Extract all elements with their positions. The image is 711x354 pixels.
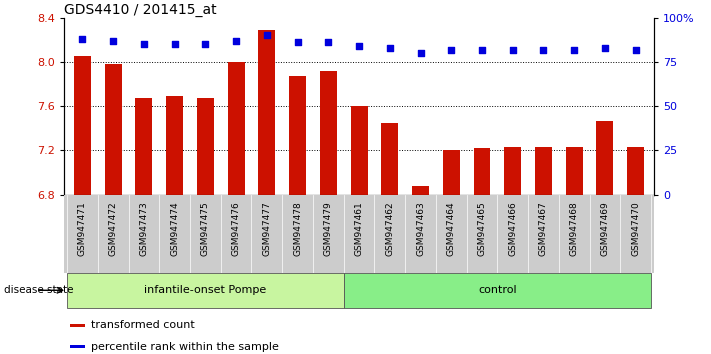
Point — [415, 50, 426, 56]
Text: GSM947467: GSM947467 — [539, 201, 548, 256]
Bar — [70, 345, 85, 348]
Point — [138, 41, 149, 47]
Text: GSM947479: GSM947479 — [324, 201, 333, 256]
Bar — [258, 30, 275, 195]
Bar — [74, 56, 91, 195]
Text: GSM947471: GSM947471 — [78, 201, 87, 256]
Point — [446, 47, 457, 52]
Point — [569, 47, 580, 52]
Bar — [343, 273, 651, 308]
Bar — [627, 147, 644, 195]
Point — [200, 41, 211, 47]
Point — [507, 47, 518, 52]
Point — [169, 41, 181, 47]
Text: disease state: disease state — [4, 285, 73, 295]
Text: infantile-onset Pompe: infantile-onset Pompe — [144, 285, 267, 295]
Text: GSM947472: GSM947472 — [109, 201, 117, 256]
Text: GSM947474: GSM947474 — [170, 201, 179, 256]
Point — [353, 43, 365, 49]
Text: GSM947463: GSM947463 — [416, 201, 425, 256]
Bar — [70, 324, 85, 327]
Bar — [381, 123, 398, 195]
Point — [384, 45, 395, 51]
Bar — [597, 121, 614, 195]
Bar — [197, 98, 214, 195]
Text: percentile rank within the sample: percentile rank within the sample — [90, 342, 279, 352]
Text: GDS4410 / 201415_at: GDS4410 / 201415_at — [64, 3, 217, 17]
Point — [630, 47, 641, 52]
Text: GSM947475: GSM947475 — [201, 201, 210, 256]
Point — [107, 38, 119, 44]
Bar — [566, 147, 582, 195]
Text: control: control — [478, 285, 517, 295]
Bar — [67, 273, 343, 308]
Point — [538, 47, 549, 52]
Text: GSM947466: GSM947466 — [508, 201, 517, 256]
Point — [292, 40, 304, 45]
Bar — [443, 150, 460, 195]
Point — [599, 45, 611, 51]
Text: GSM947464: GSM947464 — [447, 201, 456, 256]
Text: transformed count: transformed count — [90, 320, 194, 330]
Text: GSM947473: GSM947473 — [139, 201, 149, 256]
Bar — [474, 148, 491, 195]
Bar — [289, 76, 306, 195]
Point — [323, 40, 334, 45]
Bar — [504, 147, 521, 195]
Point — [230, 38, 242, 44]
Text: GSM947477: GSM947477 — [262, 201, 272, 256]
Text: GSM947469: GSM947469 — [601, 201, 609, 256]
Bar — [166, 96, 183, 195]
Point — [77, 36, 88, 42]
Bar — [535, 147, 552, 195]
Text: GSM947476: GSM947476 — [232, 201, 240, 256]
Text: GSM947465: GSM947465 — [478, 201, 486, 256]
Bar — [136, 98, 152, 195]
Bar — [412, 186, 429, 195]
Text: GSM947461: GSM947461 — [355, 201, 363, 256]
Point — [261, 33, 272, 38]
Point — [476, 47, 488, 52]
Text: GSM947468: GSM947468 — [570, 201, 579, 256]
Text: GSM947462: GSM947462 — [385, 201, 395, 256]
Bar — [351, 106, 368, 195]
Bar — [105, 64, 122, 195]
Text: GSM947478: GSM947478 — [293, 201, 302, 256]
Text: GSM947470: GSM947470 — [631, 201, 640, 256]
Bar — [320, 71, 337, 195]
Bar — [228, 62, 245, 195]
